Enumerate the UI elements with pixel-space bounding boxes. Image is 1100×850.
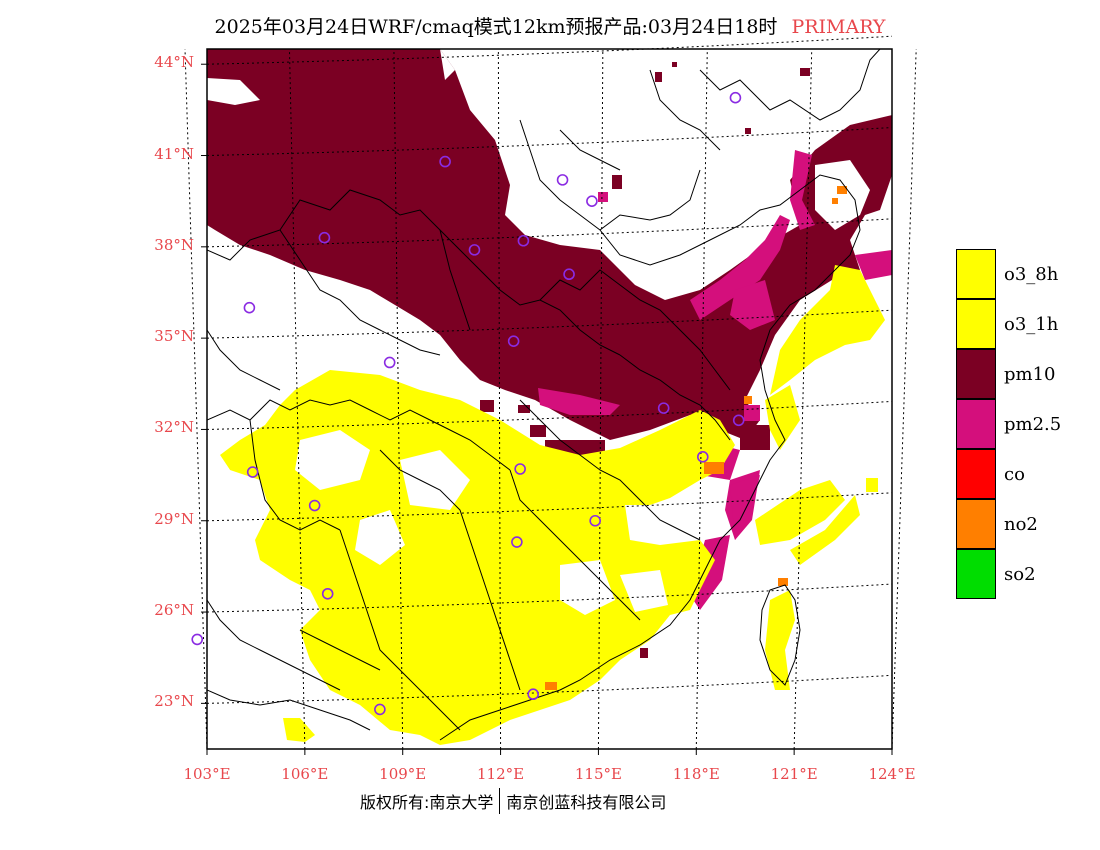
graticule-longitude-line — [793, 48, 813, 750]
longitude-label: 124°E — [868, 765, 916, 783]
legend-label: pm2.5 — [1004, 413, 1062, 435]
longitude-label: 106°E — [281, 765, 329, 783]
station-marker — [589, 514, 601, 527]
copyright-footer: 版权所有:南京大学 南京创蓝科技有限公司 — [360, 788, 666, 814]
station-marker — [321, 587, 334, 600]
title-tag: PRIMARY — [791, 16, 886, 38]
station-marker — [511, 536, 523, 548]
longitude-label: 103°E — [183, 765, 231, 783]
longitude-label: 115°E — [574, 765, 622, 783]
station-marker — [697, 451, 709, 463]
latitude-label: 44°N — [154, 53, 194, 72]
station-marker — [439, 155, 451, 168]
legend-item: pm2.5 — [956, 399, 1061, 449]
station-marker — [517, 234, 530, 247]
legend-label: o3_8h — [1004, 263, 1059, 285]
station-marker — [243, 301, 256, 314]
station-marker — [586, 195, 598, 207]
station-marker — [374, 703, 386, 716]
graticule — [184, 35, 917, 750]
axis-ticks — [201, 63, 893, 755]
latitude-label: 23°N — [154, 692, 194, 711]
no2-layer — [545, 186, 847, 690]
legend-item: pm10 — [956, 349, 1061, 399]
latitude-label: 26°N — [154, 601, 194, 620]
legend-swatch — [956, 499, 996, 549]
station-marker — [527, 688, 539, 701]
province-boundaries — [207, 49, 881, 741]
legend-swatch — [956, 299, 996, 349]
legend-label: o3_1h — [1004, 313, 1059, 335]
legend-item: o3_1h — [956, 299, 1061, 349]
latitude-label: 35°N — [154, 327, 194, 346]
legend-swatch — [956, 399, 996, 449]
footer-left: 版权所有:南京大学 — [360, 793, 494, 812]
legend-swatch — [956, 249, 996, 299]
graticule-longitude-line — [695, 48, 708, 750]
latitude-label: 41°N — [154, 144, 194, 163]
station-marker — [732, 414, 745, 427]
longitude-label: 121°E — [770, 765, 818, 783]
legend-label: no2 — [1004, 513, 1038, 535]
longitude-label: 109°E — [379, 765, 427, 783]
legend-item: so2 — [956, 549, 1061, 599]
legend-label: co — [1004, 463, 1025, 485]
station-marker — [468, 244, 481, 256]
graticule-longitude-line — [184, 48, 208, 750]
map-title: 2025年03月24日WRF/cmaq模式12km预报产品:03月24日18时 P… — [0, 12, 1100, 39]
graticule-longitude-line — [497, 48, 502, 750]
legend-item: no2 — [956, 499, 1061, 549]
legend-swatch — [956, 349, 996, 399]
station-marker — [563, 268, 575, 281]
station-marker — [507, 335, 520, 347]
pm10-layer — [207, 49, 892, 658]
legend: o3_8h o3_1h pm10 pm2.5 co no2 so2 — [956, 249, 1061, 599]
map-frame — [206, 48, 893, 750]
graticule-longitude-line — [393, 48, 404, 750]
station-marker — [246, 466, 259, 478]
graticule-longitude-line — [288, 48, 306, 750]
station-marker — [514, 463, 526, 475]
legend-item: o3_8h — [956, 249, 1061, 299]
legend-swatch — [956, 549, 996, 599]
station-marker — [383, 356, 396, 369]
station-marker — [318, 231, 331, 244]
footer-right: 南京创蓝科技有限公司 — [506, 793, 667, 812]
station-marker — [556, 174, 569, 186]
longitude-label: 118°E — [672, 765, 720, 783]
station-marker — [657, 402, 670, 414]
legend-item: co — [956, 449, 1061, 499]
latitude-label: 32°N — [154, 418, 194, 437]
legend-swatch — [956, 449, 996, 499]
monitoring-stations — [191, 91, 745, 716]
longitude-label: 112°E — [477, 765, 525, 783]
graticule-longitude-line — [891, 48, 917, 750]
legend-label: pm10 — [1004, 363, 1056, 385]
station-marker — [308, 499, 321, 512]
footer-separator — [499, 788, 501, 814]
title-main: 2025年03月24日WRF/cmaq模式12km预报产品:03月24日18时 — [214, 16, 778, 38]
graticule-longitude-line — [597, 48, 604, 750]
latitude-label: 29°N — [154, 509, 194, 528]
latitude-label: 38°N — [154, 235, 194, 254]
pollutant-layers — [207, 49, 892, 745]
legend-label: so2 — [1004, 563, 1036, 585]
station-marker — [191, 633, 204, 646]
station-marker — [729, 91, 742, 104]
